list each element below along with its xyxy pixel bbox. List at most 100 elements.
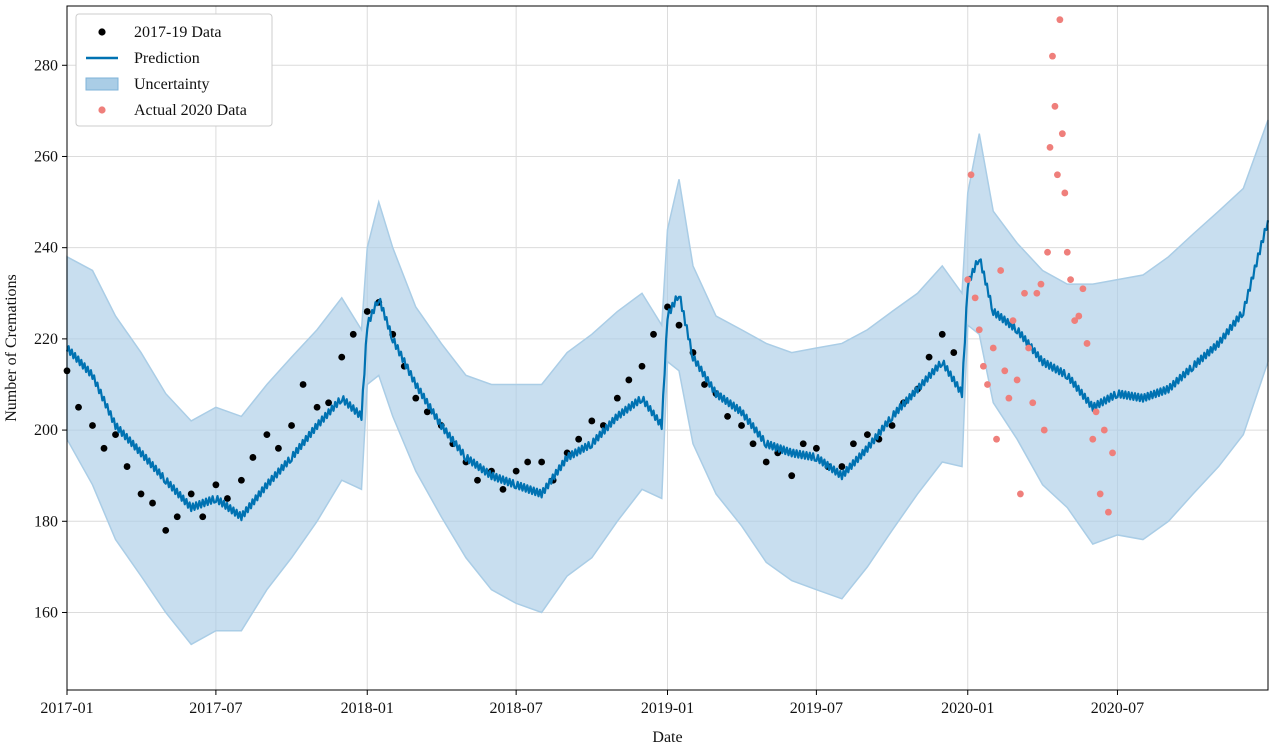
data-point-2020: [1009, 317, 1017, 325]
data-point-2020: [1056, 16, 1064, 24]
data-point-2017-19: [588, 417, 596, 425]
data-point-2017-19: [788, 472, 796, 480]
data-point-2017-19: [275, 444, 282, 452]
x-tick-label: 2018-07: [489, 700, 542, 717]
data-point-2017-19: [650, 330, 657, 338]
data-point-2020: [1092, 408, 1100, 416]
data-point-2020: [1109, 449, 1116, 457]
data-point-2017-19: [863, 431, 871, 439]
data-point-2020: [1013, 376, 1021, 384]
data-point-2020: [1058, 130, 1066, 138]
data-point-2017-19: [412, 394, 420, 402]
data-point-2017-19: [675, 321, 683, 329]
legend-marker-actual-2020-data: [98, 106, 106, 114]
data-point-2017-19: [888, 422, 896, 429]
x-tick-label: 2017-01: [40, 700, 93, 717]
data-point-2020: [1061, 189, 1069, 197]
data-point-2020: [1063, 248, 1071, 256]
data-point-2017-19: [263, 431, 271, 439]
y-tick-label: 280: [34, 57, 58, 74]
y-tick-label: 160: [34, 604, 58, 621]
data-point-2020: [1051, 102, 1059, 110]
data-point-2017-19: [812, 444, 820, 452]
data-point-2020: [1040, 426, 1048, 434]
data-point-2017-19: [299, 381, 307, 388]
data-point-2020: [1021, 289, 1028, 297]
data-point-2020: [1001, 367, 1009, 375]
legend-marker-uncertainty: [85, 77, 119, 91]
data-point-2017-19: [738, 422, 745, 429]
legend-label-actual-2020-data: Actual 2020 Data: [134, 102, 247, 119]
data-point-2017-19: [799, 440, 807, 448]
data-point-2020: [989, 344, 997, 352]
data-point-2017-19: [925, 353, 933, 361]
data-point-2017-19: [75, 403, 82, 411]
data-point-2020: [1049, 52, 1056, 60]
data-point-2020: [1096, 490, 1104, 498]
data-point-2020: [1067, 276, 1074, 283]
data-point-2020: [979, 362, 987, 370]
x-axis-label: Date: [652, 729, 682, 746]
x-tick-label: 2019-07: [790, 700, 843, 717]
data-point-2020: [1016, 490, 1024, 498]
data-point-2017-19: [701, 381, 708, 388]
prediction-line-layer: [65, 220, 1270, 522]
legend-marker-2017-19-data: [98, 28, 106, 36]
data-point-2017-19: [938, 330, 946, 338]
data-point-2017-19: [249, 454, 257, 461]
data-point-2017-19: [838, 463, 846, 470]
data-point-2017-19: [112, 431, 119, 439]
data-point-2017-19: [100, 444, 108, 452]
data-point-2017-19: [724, 413, 731, 420]
data-point-2017-19: [638, 362, 646, 370]
data-point-2017-19: [212, 481, 220, 489]
data-point-2017-19: [313, 403, 321, 411]
data-point-2017-19: [950, 349, 958, 356]
data-point-2020: [1079, 285, 1087, 293]
actual-2020-layer: [964, 16, 1116, 516]
data-point-2017-19: [349, 330, 357, 338]
axes: 2017-01 2017-07 2018-01 2018-07 2019-01 2019-…: [34, 57, 1144, 717]
y-tick-label: 240: [34, 240, 58, 257]
prediction-line: [65, 220, 1270, 522]
legend: 2017-19 Data Prediction Uncertainty Actu…: [75, 13, 273, 127]
data-point-2020: [1083, 340, 1091, 347]
data-point-2020: [1037, 280, 1045, 288]
data-point-2017-19: [237, 476, 245, 484]
data-point-2017-19: [423, 408, 431, 416]
data-point-2020: [1089, 435, 1097, 443]
x-tick-label: 2019-01: [641, 700, 694, 717]
data-point-2020: [971, 294, 979, 302]
data-point-2017-19: [162, 527, 170, 534]
data-point-2020: [1046, 143, 1054, 151]
data-point-2020: [1033, 289, 1041, 297]
data-point-2020: [1005, 394, 1013, 402]
data-point-2020: [975, 326, 983, 334]
legend-label-prediction: Prediction: [134, 50, 200, 67]
data-point-2017-19: [538, 458, 546, 466]
y-axis-label: Number of Cremations: [3, 274, 20, 422]
data-point-2020: [984, 381, 991, 388]
data-point-2017-19: [363, 308, 371, 315]
data-point-2017-19: [474, 476, 481, 484]
data-point-2017-19: [499, 485, 507, 493]
y-tick-label: 200: [34, 422, 58, 439]
x-tick-label: 2017-07: [189, 700, 242, 717]
data-point-2017-19: [123, 463, 131, 470]
data-point-2017-19: [512, 467, 520, 475]
legend-label-uncertainty: Uncertainty: [134, 76, 210, 93]
data-point-2020: [997, 267, 1005, 274]
data-point-2020: [1075, 312, 1083, 320]
data-point-2017-19: [187, 490, 195, 498]
data-point-2017-19: [137, 490, 145, 498]
x-tick-label: 2018-01: [341, 700, 394, 717]
data-point-2017-19: [625, 376, 633, 384]
data-point-2017-19: [325, 399, 332, 407]
y-tick-label: 260: [34, 148, 58, 165]
data-point-2017-19: [338, 353, 346, 361]
data-point-2017-19: [149, 499, 156, 507]
legend-label-2017-19-data: 2017-19 Data: [134, 24, 222, 41]
data-point-2020: [1071, 317, 1079, 325]
